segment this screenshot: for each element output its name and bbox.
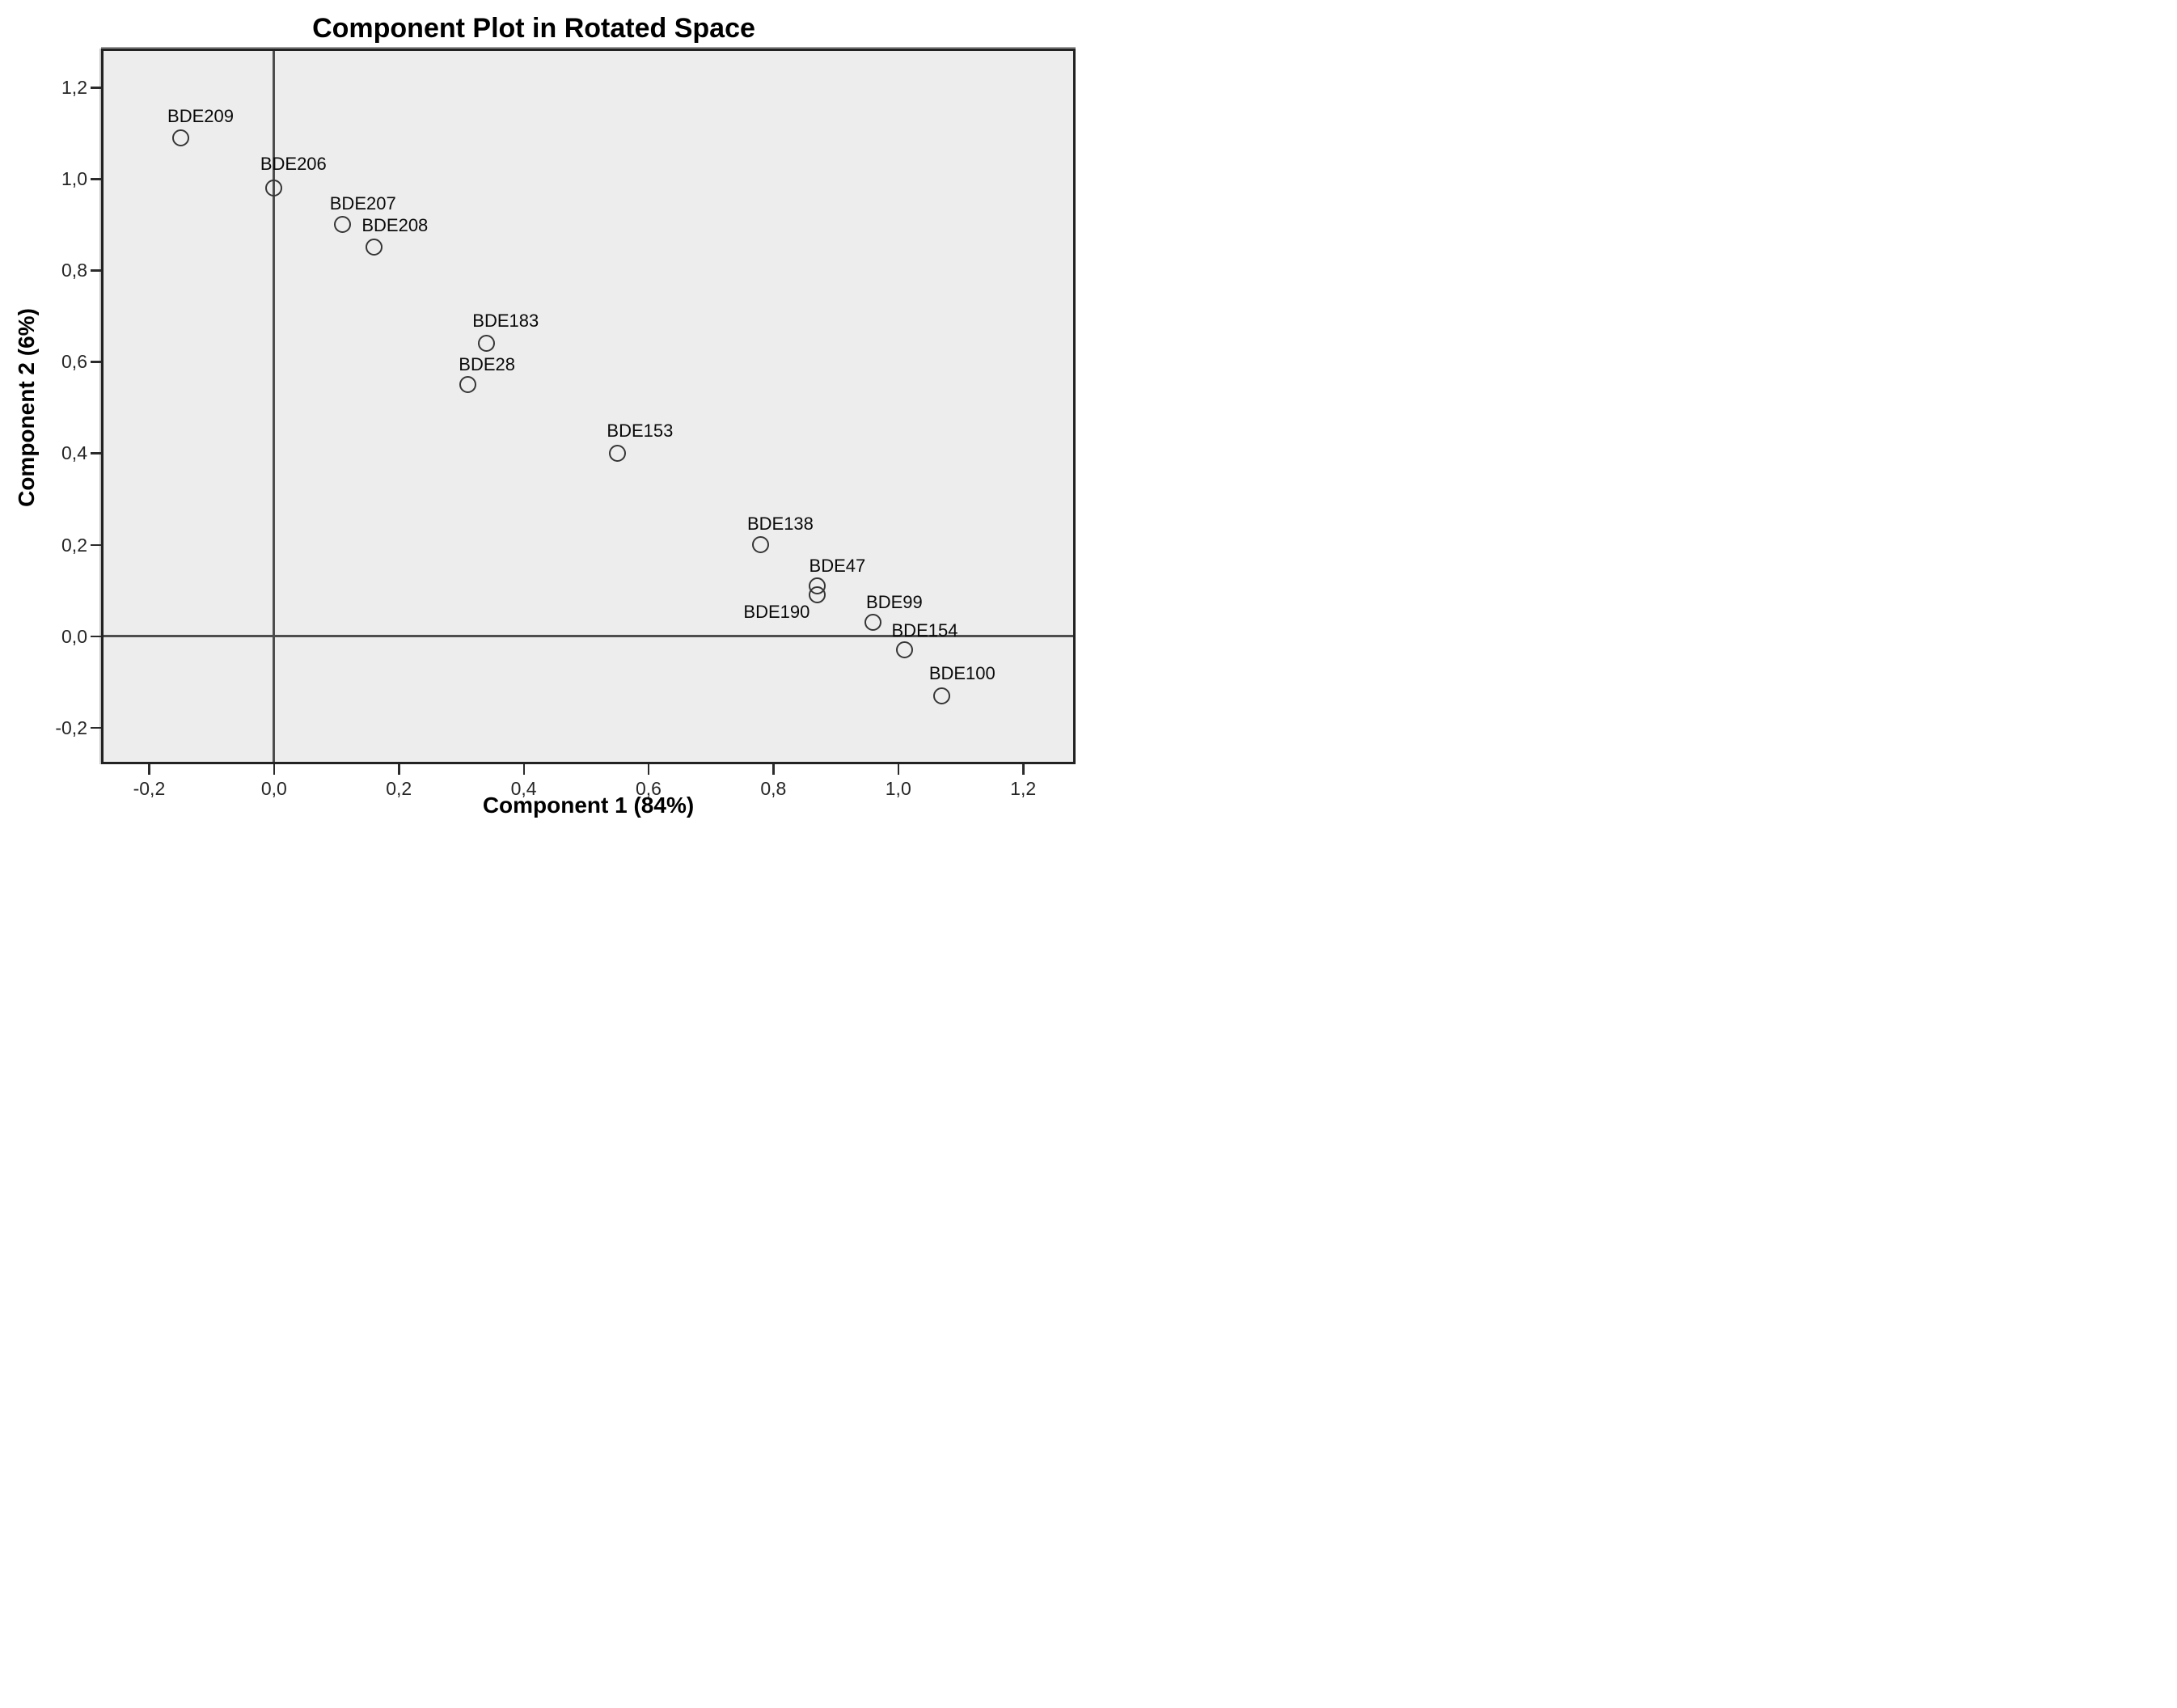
x-tick-mark (273, 764, 276, 775)
horizontal-zero-reference-line (104, 635, 1073, 638)
data-point-label: BDE208 (361, 214, 429, 235)
data-point-marker (808, 586, 826, 604)
x-tick-mark (522, 764, 526, 775)
data-point-label: BDE138 (746, 513, 814, 534)
y-tick-label: 0,0 (61, 625, 87, 647)
x-tick-mark (897, 764, 900, 775)
x-tick-label: 0,4 (510, 778, 537, 799)
y-tick-mark (91, 87, 101, 89)
data-point-marker (265, 179, 283, 197)
data-point-label: BDE190 (743, 601, 810, 622)
y-tick-mark (91, 726, 101, 729)
y-tick-label: 0,8 (61, 260, 87, 281)
data-point-label: BDE100 (928, 663, 996, 684)
data-point-label: BDE153 (607, 421, 674, 442)
x-tick-label: 0,8 (760, 778, 787, 799)
y-tick-mark (91, 269, 101, 272)
y-tick-mark (91, 178, 101, 180)
y-tick-label: 1,2 (61, 77, 87, 99)
chart-title: Component Plot in Rotated Space (312, 13, 755, 44)
data-point-label: BDE183 (472, 310, 539, 331)
vertical-zero-reference-line (273, 51, 276, 762)
data-point-label: BDE209 (167, 106, 235, 127)
x-tick-label: 0,0 (260, 778, 287, 799)
data-point-marker (171, 129, 189, 146)
y-tick-label: 0,6 (61, 351, 87, 373)
data-point-marker (477, 335, 495, 353)
x-tick-mark (1022, 764, 1025, 775)
x-tick-mark (148, 764, 150, 775)
x-tick-label: 1,0 (885, 778, 911, 799)
x-tick-mark (647, 764, 650, 775)
data-point-label: BDE207 (329, 192, 396, 214)
y-axis-title: Component 2 (6%) (14, 308, 39, 507)
data-point-marker (895, 641, 913, 659)
y-tick-mark (91, 543, 101, 547)
y-tick-mark (91, 635, 101, 638)
y-tick-label: 0,4 (61, 442, 87, 464)
y-tick-label: -0,2 (55, 717, 87, 738)
x-tick-mark (398, 764, 400, 775)
y-tick-mark (91, 452, 101, 454)
x-tick-label: 0,2 (386, 778, 412, 799)
data-point-marker (334, 216, 352, 234)
data-point-label: BDE47 (809, 556, 866, 577)
data-point-marker (933, 687, 951, 704)
x-axis-title: Component 1 (84%) (482, 793, 695, 818)
data-point-marker (864, 614, 882, 632)
data-point-marker (608, 444, 626, 462)
y-tick-label: 1,0 (61, 168, 87, 190)
x-tick-label: 0,6 (635, 778, 662, 799)
data-point-marker (752, 536, 770, 554)
y-tick-label: 0,2 (61, 534, 87, 556)
data-point-label: BDE28 (459, 353, 515, 374)
data-point-label: BDE154 (891, 619, 958, 640)
y-tick-mark (91, 361, 101, 363)
data-point-marker (365, 239, 383, 256)
x-tick-label: -0,2 (133, 778, 166, 799)
data-point-label: BDE206 (260, 154, 327, 175)
component-plot-figure: Component Plot in Rotated Space -0,2 0,0 0… (0, 0, 1088, 854)
x-tick-mark (772, 764, 775, 775)
data-point-marker (459, 376, 476, 394)
x-tick-label: 1,2 (1010, 778, 1037, 799)
data-point-label: BDE99 (866, 591, 923, 612)
plot-area (101, 49, 1076, 764)
